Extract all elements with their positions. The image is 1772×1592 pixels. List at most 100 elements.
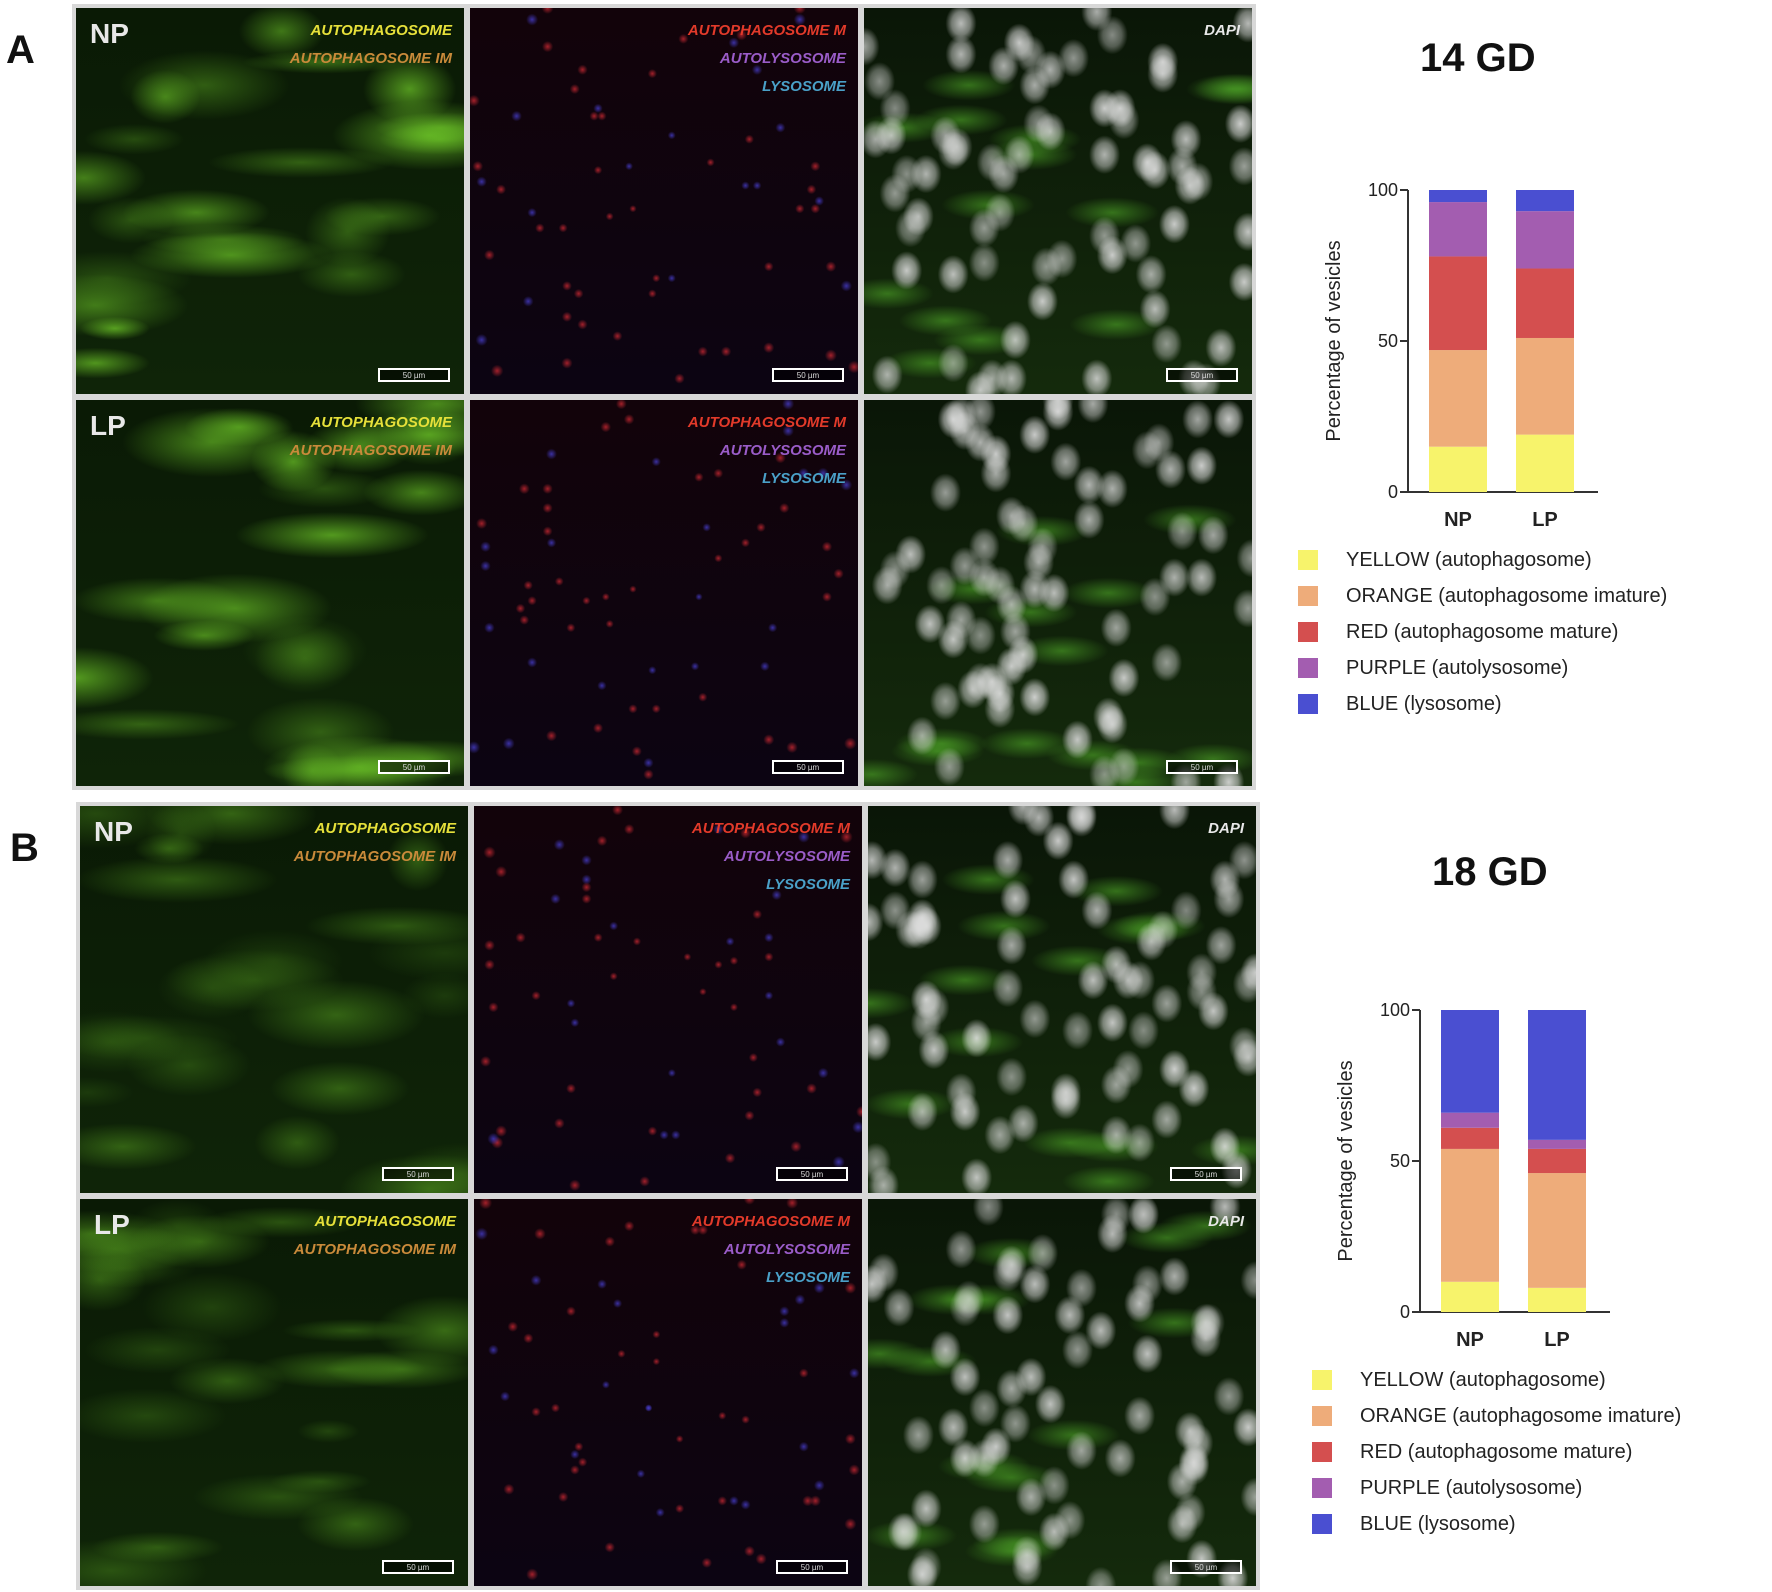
bar-segment-np-purple: [1429, 202, 1487, 257]
legend-swatch: [1298, 694, 1318, 714]
micrograph-a-np-green-channel: NP AUTOPHAGOSOME AUTOPHAGOSOME IM 50 µm: [76, 8, 464, 394]
legend-label: ORANGE (autophagosome imature): [1360, 1404, 1682, 1427]
panel-letter-a: A: [6, 28, 35, 72]
bar-segment-lp-red: [1528, 1148, 1586, 1174]
bar-segment-lp-purple: [1516, 211, 1574, 269]
bar-segment-np-orange: [1429, 350, 1487, 447]
chart-title-14gd: 14 GD: [1420, 36, 1536, 80]
scale-bar: 50 µm: [1170, 1560, 1242, 1574]
chart-title-18gd: 18 GD: [1432, 850, 1548, 894]
legend-label: RED (autophagosome mature): [1360, 1440, 1633, 1463]
bar-segment-np-red: [1429, 256, 1487, 351]
scale-bar-label: 50 µm: [800, 1170, 824, 1179]
bar-segment-np-blue: [1429, 190, 1487, 203]
condition-label: LP: [90, 410, 126, 441]
legend-swatch: [1312, 1406, 1332, 1426]
y-tick-label: 50: [1378, 331, 1398, 351]
channel-label: AUTOPHAGOSOME M: [691, 1213, 850, 1230]
legend-label: PURPLE (autolysosome): [1346, 656, 1569, 679]
legend-swatch: [1312, 1514, 1332, 1534]
bar-segment-lp-blue: [1528, 1010, 1586, 1140]
legend-swatch: [1298, 622, 1318, 642]
stacked-bar-chart-14gd: Percentage of vesicles 0 50 100 NP LP: [1323, 180, 1598, 530]
legend-swatch: [1298, 586, 1318, 606]
scale-bar: 50 µm: [772, 760, 844, 774]
bar-segment-lp-orange: [1528, 1173, 1586, 1288]
legend-item-red: RED (autophagosome mature): [1298, 620, 1618, 644]
channel-label: AUTOPHAGOSOME: [310, 414, 452, 431]
legend-label: YELLOW (autophagosome): [1360, 1368, 1606, 1391]
channel-label: LYSOSOME: [762, 470, 846, 487]
legend-swatch: [1312, 1370, 1332, 1390]
legend-item-yellow: YELLOW (autophagosome): [1298, 548, 1592, 572]
y-tick-label: 0: [1400, 1302, 1410, 1322]
micrograph-b-lp-red-channel: AUTOPHAGOSOME M AUTOLYSOSOME LYSOSOME 50 µm: [474, 1199, 862, 1586]
bar-segment-lp-orange: [1516, 337, 1574, 435]
scale-bar-label: 50 µm: [402, 763, 426, 772]
legend-label: BLUE (lysosome): [1346, 692, 1502, 715]
x-category-label: NP: [1456, 1329, 1484, 1350]
bar-segment-np-purple: [1441, 1112, 1499, 1128]
channel-label: LYSOSOME: [766, 876, 850, 893]
condition-label: LP: [94, 1209, 130, 1240]
bar-segment-np-yellow: [1429, 446, 1487, 492]
channel-label: AUTOPHAGOSOME IM: [289, 442, 452, 459]
bar-segment-lp-blue: [1516, 190, 1574, 212]
legend-item-purple: PURPLE (autolysosome): [1312, 1476, 1582, 1500]
legend-label: BLUE (lysosome): [1360, 1512, 1516, 1535]
legend-item-yellow: YELLOW (autophagosome): [1312, 1368, 1606, 1392]
channel-label: AUTOLYSOSOME: [723, 1241, 850, 1258]
channel-label: AUTOPHAGOSOME IM: [289, 50, 452, 67]
legend-item-red: RED (autophagosome mature): [1312, 1440, 1632, 1464]
scale-bar: 50 µm: [378, 368, 450, 382]
legend-item-orange: ORANGE (autophagosome imature): [1312, 1404, 1681, 1428]
scale-bar-label: 50 µm: [1194, 1563, 1218, 1572]
channel-label: AUTOLYSOSOME: [719, 442, 846, 459]
legend-swatch: [1312, 1442, 1332, 1462]
channel-label: LYSOSOME: [766, 1269, 850, 1286]
channel-label: LYSOSOME: [762, 78, 846, 95]
bar-segment-lp-yellow: [1528, 1287, 1586, 1312]
legend-label: YELLOW (autophagosome): [1346, 548, 1592, 571]
micrograph-b-lp-green-channel: LP AUTOPHAGOSOME AUTOPHAGOSOME IM 50 µm: [80, 1199, 468, 1586]
scale-bar-label: 50 µm: [1190, 371, 1214, 380]
channel-label: AUTOPHAGOSOME IM: [293, 848, 456, 865]
scale-bar-label: 50 µm: [1194, 1170, 1218, 1179]
channel-label: DAPI: [1208, 1213, 1244, 1230]
x-category-label: LP: [1544, 1329, 1570, 1350]
channel-label: DAPI: [1204, 22, 1240, 39]
micrograph-b-np-merge-channel: DAPI 50 µm: [868, 806, 1256, 1193]
scale-bar: 50 µm: [382, 1560, 454, 1574]
channel-label: AUTOLYSOSOME: [723, 848, 850, 865]
legend-item-orange: ORANGE (autophagosome imature): [1298, 584, 1667, 608]
y-tick-label: 50: [1390, 1151, 1410, 1171]
micrograph-a-lp-green-channel: LP AUTOPHAGOSOME AUTOPHAGOSOME IM 50 µm: [76, 400, 464, 786]
channel-label: AUTOPHAGOSOME: [314, 820, 456, 837]
channel-label: AUTOPHAGOSOME IM: [293, 1241, 456, 1258]
y-axis-label: Percentage of vesicles: [1323, 240, 1345, 441]
scale-bar-label: 50 µm: [1190, 763, 1214, 772]
scale-bar-label: 50 µm: [796, 763, 820, 772]
channel-label: AUTOPHAGOSOME: [310, 22, 452, 39]
bar-segment-np-orange: [1441, 1148, 1499, 1282]
panel-letter-b: B: [10, 826, 39, 870]
micrograph-a-lp-red-channel: AUTOPHAGOSOME M AUTOLYSOSOME LYSOSOME 50 µm: [470, 400, 858, 786]
x-category-label: NP: [1444, 509, 1472, 530]
scale-bar-label: 50 µm: [796, 371, 820, 380]
legend-swatch: [1298, 658, 1318, 678]
scale-bar: 50 µm: [382, 1167, 454, 1181]
micrograph-a-np-merge-channel: DAPI 50 µm: [864, 8, 1252, 394]
legend-label: RED (autophagosome mature): [1346, 620, 1619, 643]
stacked-bar-chart-18gd: Percentage of vesicles 0 50 100 NP LP: [1335, 1000, 1610, 1350]
scale-bar-label: 50 µm: [402, 371, 426, 380]
micrograph-a-np-red-channel: AUTOPHAGOSOME M AUTOLYSOSOME LYSOSOME 50 µm: [470, 8, 858, 394]
legend-swatch: [1312, 1478, 1332, 1498]
condition-label: NP: [90, 18, 129, 49]
scale-bar: 50 µm: [1166, 368, 1238, 382]
scale-bar-label: 50 µm: [406, 1563, 430, 1572]
y-tick-label: 100: [1368, 180, 1398, 200]
legend-14gd: YELLOW (autophagosome) ORANGE (autophagos…: [1298, 548, 1768, 748]
y-tick-label: 100: [1380, 1000, 1410, 1020]
channel-label: DAPI: [1208, 820, 1244, 837]
channel-label: AUTOPHAGOSOME M: [687, 414, 846, 431]
